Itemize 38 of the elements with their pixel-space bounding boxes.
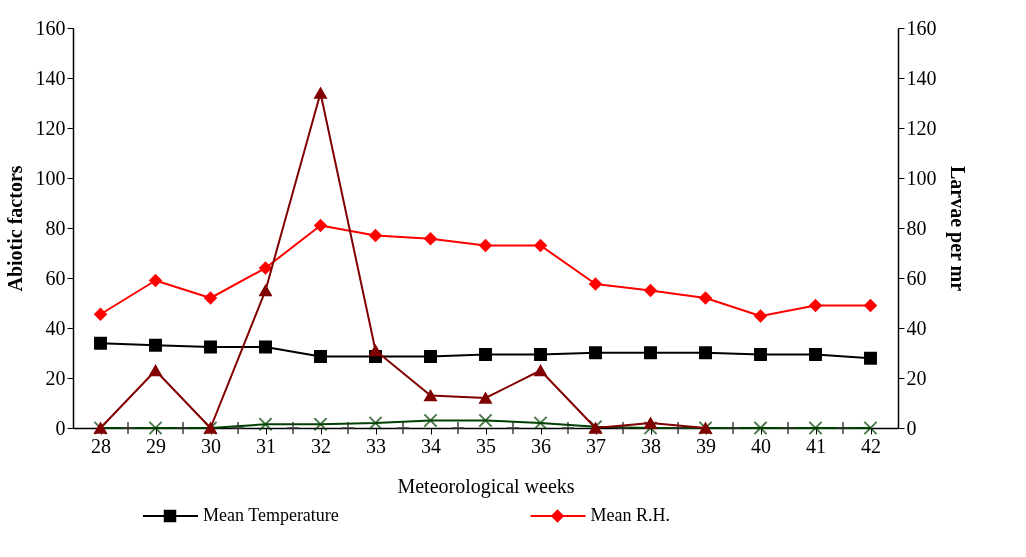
x-tick-label: 41 [806, 434, 826, 457]
x-tick-label: 34 [421, 434, 441, 457]
y-tick-label: 160 [35, 16, 66, 39]
y2-tick-label: 140 [906, 66, 937, 89]
x-tick-label: 37 [586, 434, 606, 457]
y2-tick-label: 80 [906, 216, 927, 239]
x-tick-label: 32 [311, 434, 331, 457]
legend-label: Mean Temperature [203, 505, 339, 525]
legend-label: Mean R.H. [590, 505, 670, 525]
y-tick-label: 120 [35, 116, 66, 139]
x-tick-label: 42 [861, 434, 881, 457]
y-tick-label: 140 [35, 66, 66, 89]
y2-tick-label: 160 [906, 16, 937, 39]
y2-axis-title: Larvae per mr [945, 165, 969, 292]
y2-tick-label: 40 [906, 316, 927, 339]
x-tick-label: 40 [751, 434, 771, 457]
x-tick-label: 28 [91, 434, 111, 457]
y2-tick-label: 60 [906, 266, 927, 289]
y-axis-title: Abiotic factors [3, 165, 26, 292]
y-tick-label: 80 [45, 216, 66, 239]
x-tick-label: 29 [146, 434, 166, 457]
y2-tick-label: 100 [906, 166, 937, 189]
x-tick-label: 33 [366, 434, 386, 457]
x-tick-label: 36 [531, 434, 551, 457]
x-tick-label: 39 [696, 434, 716, 457]
y2-tick-label: 120 [906, 116, 937, 139]
y-tick-label: 60 [45, 266, 66, 289]
y-tick-label: 100 [35, 166, 66, 189]
x-tick-label: 38 [641, 434, 661, 457]
x-tick-label: 35 [476, 434, 496, 457]
x-tick-label: 31 [256, 434, 276, 457]
y2-tick-label: 0 [906, 416, 917, 439]
y-tick-label: 40 [45, 316, 66, 339]
y2-tick-label: 20 [906, 366, 927, 389]
x-tick-label: 30 [201, 434, 221, 457]
y-tick-label: 20 [45, 366, 66, 389]
x-axis-title: Meteorological weeks [397, 474, 575, 498]
y-tick-label: 0 [55, 416, 66, 439]
